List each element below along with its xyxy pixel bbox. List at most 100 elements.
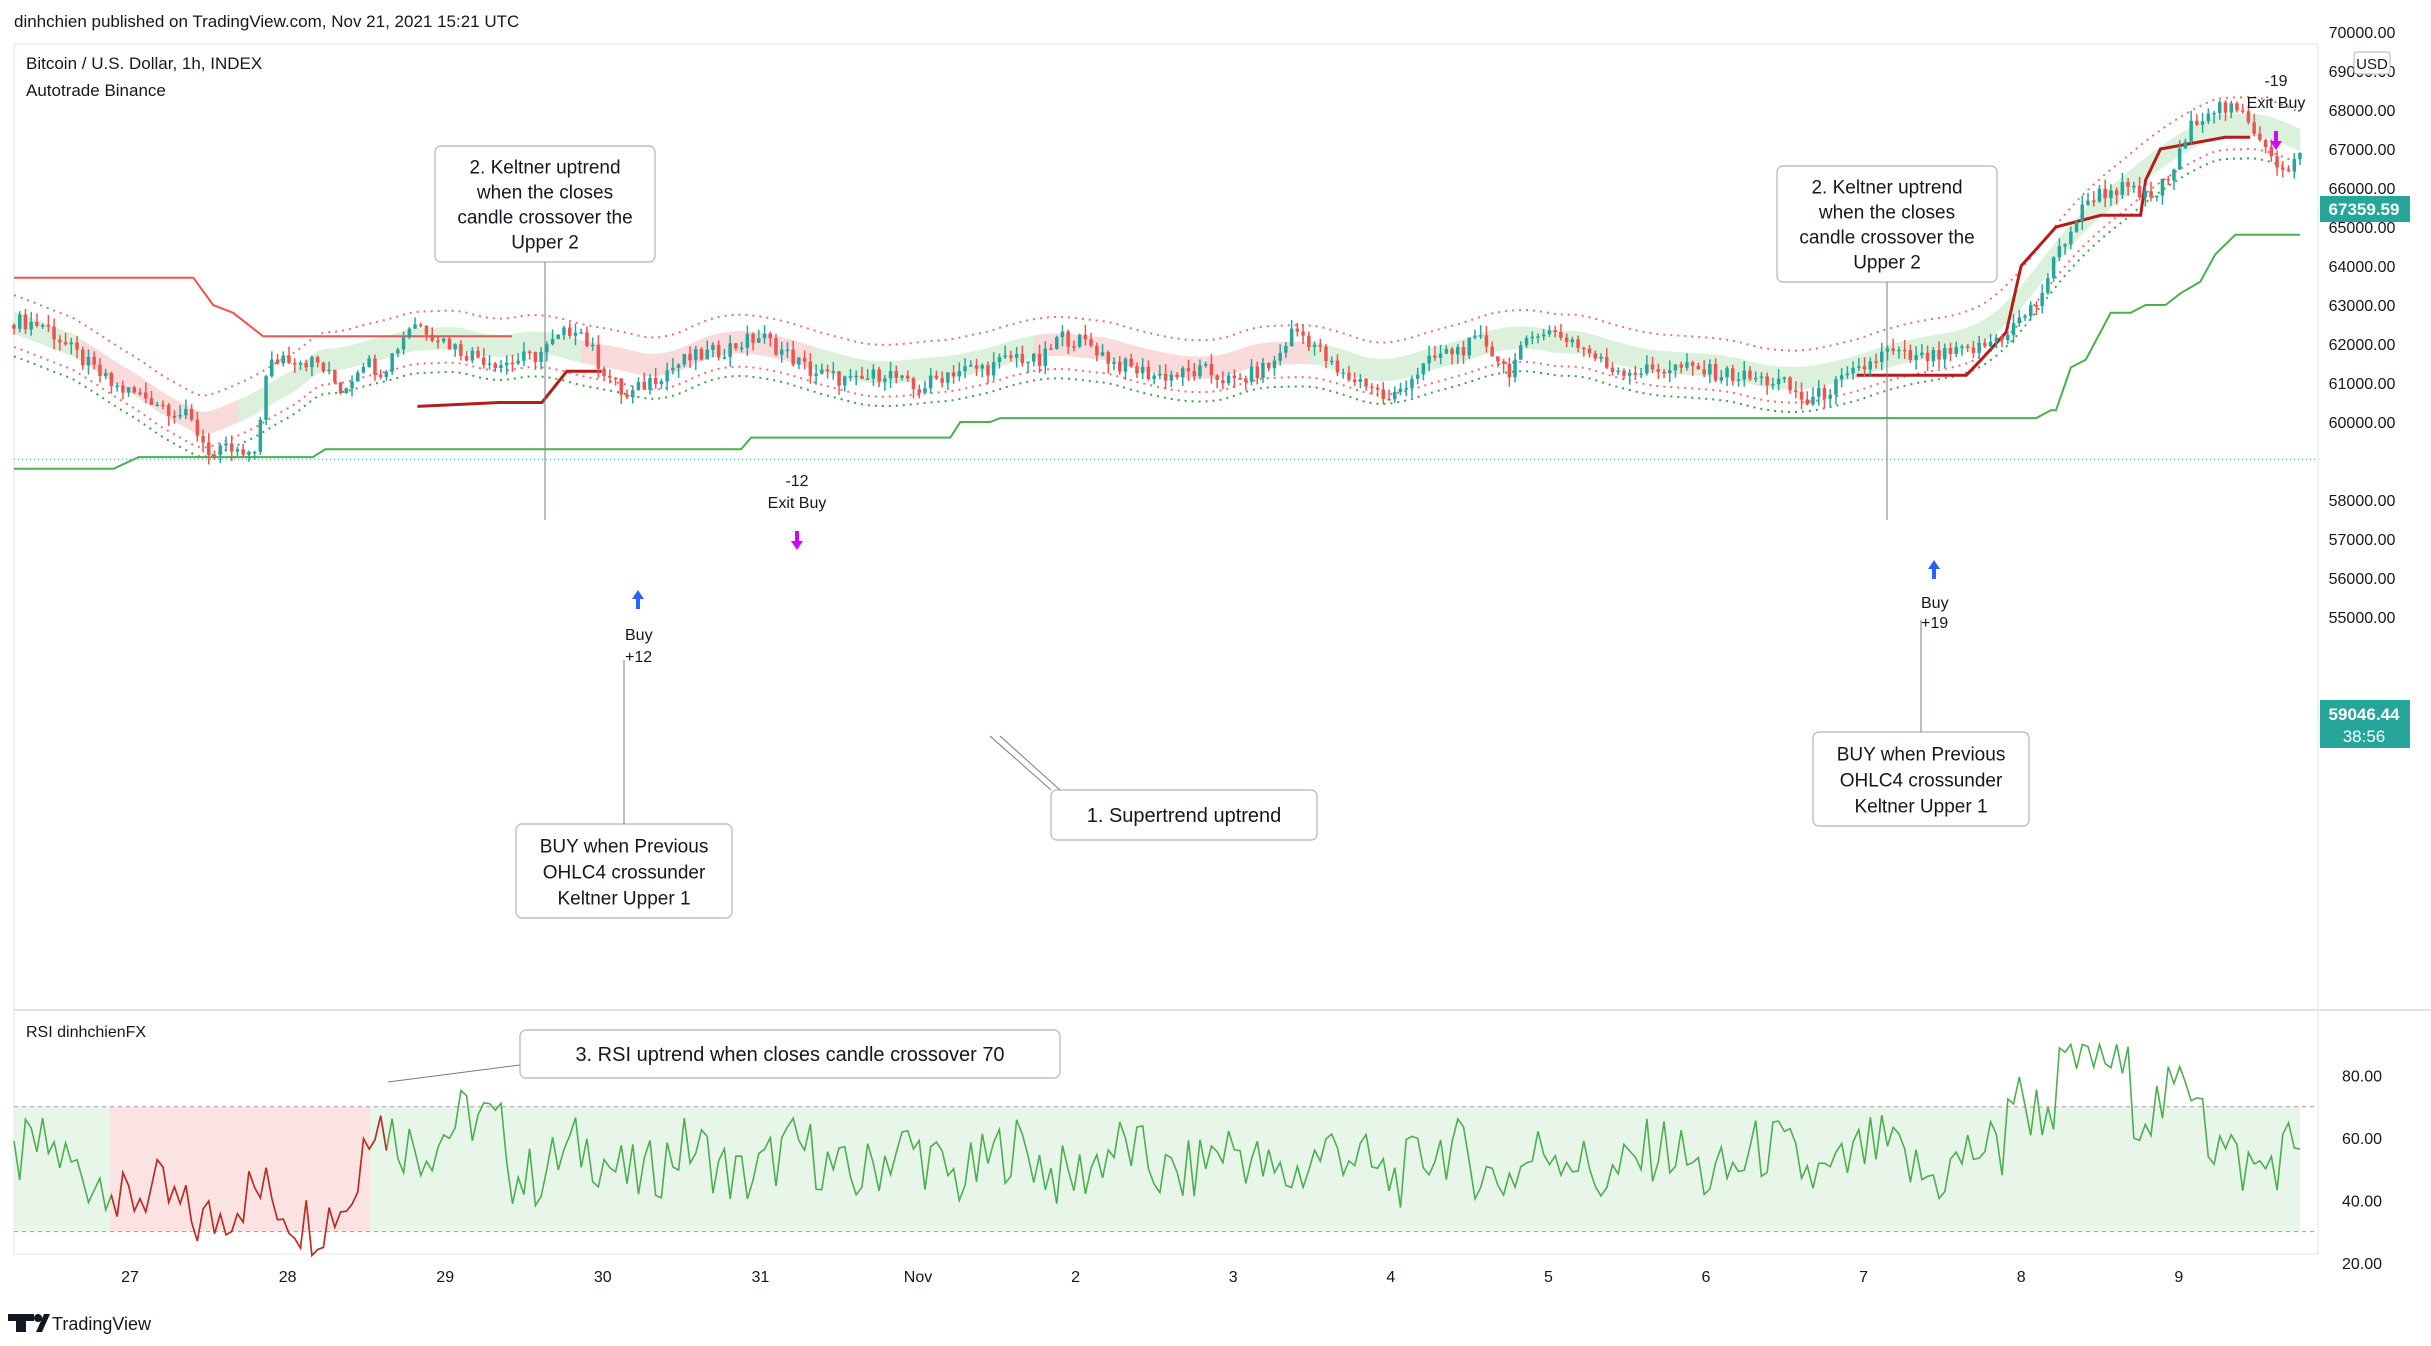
candle-body xyxy=(1656,369,1660,372)
candle-body xyxy=(275,359,280,364)
keltner-note-1-text: candle crossover the xyxy=(457,208,632,229)
candle-body xyxy=(1742,370,1746,380)
time-tick-label: 31 xyxy=(752,1269,770,1286)
candle-body xyxy=(1639,373,1643,375)
supertrend-line xyxy=(14,233,2300,470)
candle-body xyxy=(2063,244,2067,247)
candle-body xyxy=(1828,394,1832,399)
candle-body xyxy=(1530,336,1534,339)
candle-body xyxy=(2092,200,2096,203)
candle-body xyxy=(1622,370,1626,376)
candle-body xyxy=(2132,185,2136,188)
rsi-tick-label: 80.00 xyxy=(2342,1069,2382,1086)
candle-body xyxy=(1771,384,1775,386)
candle-body xyxy=(470,350,475,361)
exit-arrow-1 xyxy=(791,531,803,550)
candle-body xyxy=(2275,156,2279,168)
candle-body xyxy=(1536,336,1540,338)
price-tick-label: 61000.00 xyxy=(2329,376,2396,393)
candle-body xyxy=(1410,378,1414,389)
candle-body xyxy=(699,349,704,360)
candle-body xyxy=(63,342,68,345)
candle-body xyxy=(585,332,589,346)
candle-body xyxy=(2160,178,2165,196)
candle-body xyxy=(1347,372,1351,380)
candle-body xyxy=(229,443,234,452)
candle-body xyxy=(1570,339,1575,343)
candle-body xyxy=(888,371,893,379)
currency-box[interactable] xyxy=(2353,51,2391,75)
candle-body xyxy=(871,369,876,379)
candle-body xyxy=(1931,350,1936,362)
candle-body xyxy=(1203,364,1208,366)
candle-body xyxy=(58,339,62,343)
rsi-line xyxy=(13,1041,2301,1258)
candle-body xyxy=(1370,386,1374,389)
time-tick-label: 3 xyxy=(1229,1269,1238,1286)
candle-body xyxy=(413,324,417,329)
candle-body xyxy=(390,353,394,372)
candle-body xyxy=(1960,346,1964,348)
keltner-note-2-text: 2. Keltner uptrend xyxy=(1811,178,1962,199)
candle-body xyxy=(1421,363,1426,375)
buy-note-1-text: BUY when Previous xyxy=(540,836,709,857)
candle-body xyxy=(1037,353,1042,366)
candle-body xyxy=(2057,246,2062,258)
published-line: dinhchien published on TradingView.com, … xyxy=(14,12,519,31)
candle-body xyxy=(1817,388,1821,397)
candle-body xyxy=(2235,103,2239,111)
candle-body xyxy=(1496,356,1500,362)
candle-body xyxy=(1249,366,1254,382)
candle-body xyxy=(802,357,807,362)
candle-body xyxy=(155,404,159,407)
price-tick-label: 58000.00 xyxy=(2329,493,2396,510)
candle-body xyxy=(1874,361,1878,363)
candle-body xyxy=(1645,364,1649,374)
candle-body xyxy=(367,358,371,367)
candle-body xyxy=(917,389,921,393)
tv-logo-dot xyxy=(34,1314,42,1322)
candle-body xyxy=(2206,113,2211,122)
rsi-title[interactable]: RSI dinhchienFX xyxy=(26,1024,146,1041)
candle-body xyxy=(264,376,268,420)
rsi-tick-label: 20.00 xyxy=(2342,1256,2382,1273)
keltner-note-1-text: 2. Keltner uptrend xyxy=(469,158,620,179)
strategy-title[interactable]: Autotrade Binance xyxy=(26,81,166,100)
candle-body xyxy=(940,378,944,383)
candle-body xyxy=(865,378,870,381)
candle-body xyxy=(1330,360,1334,363)
candle-body xyxy=(2149,191,2153,198)
candle-body xyxy=(1375,387,1380,390)
candle-body xyxy=(751,333,755,343)
tv-logo-text: TradingView xyxy=(52,1314,152,1334)
candle-body xyxy=(1908,350,1913,360)
candle-body xyxy=(1920,352,1924,356)
candle-body xyxy=(350,381,354,389)
candle-body xyxy=(1925,352,1930,362)
indicator-lines xyxy=(13,95,2318,470)
candle-body xyxy=(459,344,463,357)
candle-body xyxy=(1289,328,1294,346)
candle-body xyxy=(52,326,56,340)
price-tick-label: 63000.00 xyxy=(2329,298,2396,315)
symbol-title[interactable]: Bitcoin / U.S. Dollar, 1h, INDEX xyxy=(26,54,262,73)
candle-body xyxy=(1977,342,1981,353)
candle-body xyxy=(934,375,939,379)
candle-body xyxy=(986,365,990,376)
candle-body xyxy=(384,371,389,377)
candle-body xyxy=(2298,152,2302,160)
candle-body xyxy=(1158,373,1162,376)
price-tick-label: 68000.00 xyxy=(2329,103,2396,120)
candle-body xyxy=(1765,376,1769,386)
candle-body xyxy=(482,357,486,365)
candle-body xyxy=(2080,204,2084,222)
candle-body xyxy=(493,363,497,369)
tradingview-logo[interactable]: TradingView xyxy=(8,1314,152,1334)
buy-note-2-text: OHLC4 crossunder xyxy=(1840,770,2003,791)
candle-body xyxy=(928,375,933,389)
rsi-band xyxy=(14,1106,2300,1232)
candle-body xyxy=(1593,353,1597,359)
candle-body xyxy=(1862,366,1867,370)
candle-body xyxy=(2011,323,2016,336)
